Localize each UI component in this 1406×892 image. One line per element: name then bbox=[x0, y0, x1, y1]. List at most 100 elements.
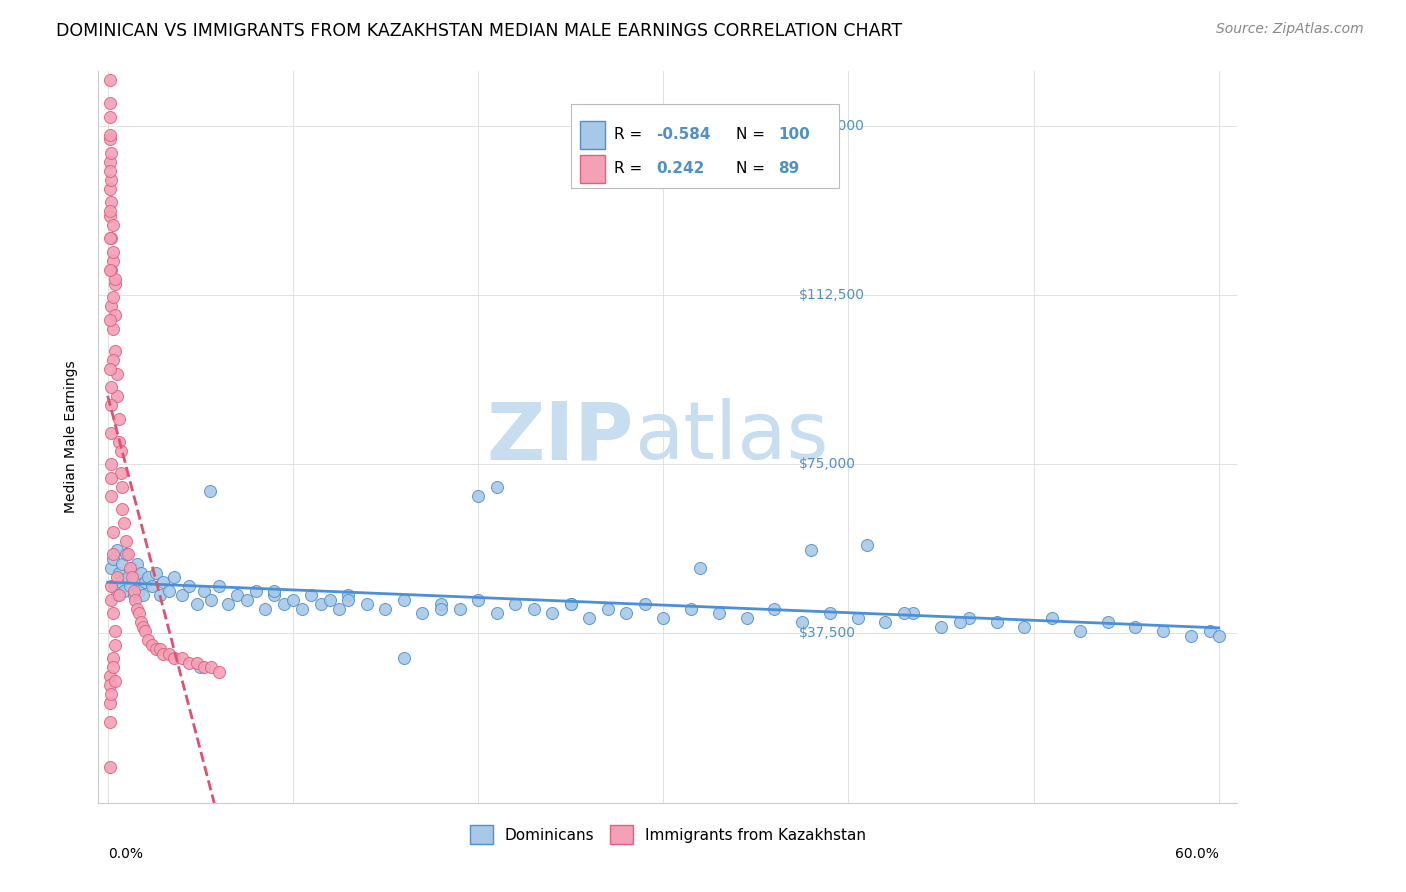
Point bbox=[1198, 624, 1220, 639]
Point bbox=[103, 552, 125, 566]
Point bbox=[115, 548, 138, 562]
Point bbox=[263, 583, 285, 598]
Point bbox=[634, 597, 657, 611]
Point bbox=[163, 651, 186, 665]
Point bbox=[107, 412, 129, 426]
Point bbox=[129, 615, 152, 630]
Point bbox=[98, 163, 121, 178]
Point bbox=[98, 760, 121, 774]
Point bbox=[254, 601, 277, 615]
Point bbox=[578, 610, 600, 624]
Point bbox=[152, 574, 174, 589]
Point bbox=[129, 566, 152, 580]
Point bbox=[846, 610, 869, 624]
Point bbox=[100, 195, 122, 210]
Point bbox=[138, 570, 160, 584]
Point bbox=[179, 656, 201, 670]
Point bbox=[104, 638, 127, 652]
Point bbox=[103, 218, 125, 232]
Point bbox=[98, 182, 121, 196]
Point bbox=[503, 597, 526, 611]
Point bbox=[128, 583, 150, 598]
Point bbox=[100, 172, 122, 186]
Point bbox=[98, 204, 121, 219]
Point bbox=[200, 592, 222, 607]
Point bbox=[103, 651, 125, 665]
Point bbox=[226, 588, 249, 602]
Point bbox=[319, 592, 342, 607]
FancyBboxPatch shape bbox=[571, 104, 839, 188]
Legend: Dominicans, Immigrants from Kazakhstan: Dominicans, Immigrants from Kazakhstan bbox=[464, 819, 872, 850]
Point bbox=[104, 277, 127, 291]
Point bbox=[263, 588, 285, 602]
Point bbox=[1208, 629, 1230, 643]
Point bbox=[98, 678, 121, 692]
Point bbox=[105, 543, 128, 558]
Point bbox=[110, 466, 132, 480]
Point bbox=[98, 128, 121, 142]
Text: -0.584: -0.584 bbox=[657, 128, 711, 143]
Point bbox=[98, 697, 121, 711]
Point bbox=[430, 601, 453, 615]
Point bbox=[100, 457, 122, 471]
Point bbox=[1097, 615, 1119, 630]
Point bbox=[299, 588, 322, 602]
Point bbox=[104, 272, 127, 286]
Text: $75,000: $75,000 bbox=[799, 458, 856, 471]
Point bbox=[560, 597, 582, 611]
Point bbox=[100, 489, 122, 503]
Point bbox=[157, 583, 180, 598]
Point bbox=[152, 647, 174, 661]
Point bbox=[112, 583, 135, 598]
Point bbox=[100, 399, 122, 413]
Point bbox=[188, 660, 211, 674]
Y-axis label: Median Male Earnings: Median Male Earnings bbox=[63, 360, 77, 514]
Point bbox=[98, 231, 121, 245]
Point bbox=[112, 516, 135, 530]
Point bbox=[104, 308, 127, 322]
Point bbox=[235, 592, 257, 607]
Text: $112,500: $112,500 bbox=[799, 288, 865, 301]
Text: atlas: atlas bbox=[634, 398, 828, 476]
Text: $37,500: $37,500 bbox=[799, 626, 856, 640]
Point bbox=[186, 597, 208, 611]
Point bbox=[763, 601, 786, 615]
Point bbox=[449, 601, 471, 615]
Point bbox=[523, 601, 546, 615]
Point bbox=[790, 615, 813, 630]
Point bbox=[98, 669, 121, 683]
Point bbox=[337, 588, 360, 602]
Point bbox=[127, 557, 149, 571]
Point bbox=[100, 579, 122, 593]
Point bbox=[98, 263, 121, 277]
Bar bbox=[581, 154, 605, 183]
Point bbox=[103, 660, 125, 674]
Point bbox=[145, 642, 167, 657]
Text: N =: N = bbox=[737, 161, 765, 176]
Point bbox=[273, 597, 295, 611]
Point bbox=[100, 299, 122, 313]
Point bbox=[856, 538, 879, 552]
Text: 89: 89 bbox=[779, 161, 800, 176]
Point bbox=[467, 592, 489, 607]
Point bbox=[110, 443, 132, 458]
Point bbox=[392, 592, 415, 607]
Point bbox=[1014, 620, 1036, 634]
Point bbox=[100, 425, 122, 440]
Point bbox=[875, 615, 897, 630]
Text: N =: N = bbox=[737, 128, 765, 143]
Point bbox=[309, 597, 332, 611]
Point bbox=[948, 615, 970, 630]
Point bbox=[118, 579, 141, 593]
Point bbox=[291, 601, 314, 615]
Point bbox=[103, 606, 125, 620]
Point bbox=[107, 434, 129, 449]
Point bbox=[134, 624, 156, 639]
Point bbox=[141, 638, 163, 652]
Point bbox=[957, 610, 980, 624]
Text: 0.242: 0.242 bbox=[657, 161, 704, 176]
Text: 100: 100 bbox=[779, 128, 810, 143]
Point bbox=[98, 110, 121, 124]
Point bbox=[98, 132, 121, 146]
Point bbox=[430, 597, 453, 611]
